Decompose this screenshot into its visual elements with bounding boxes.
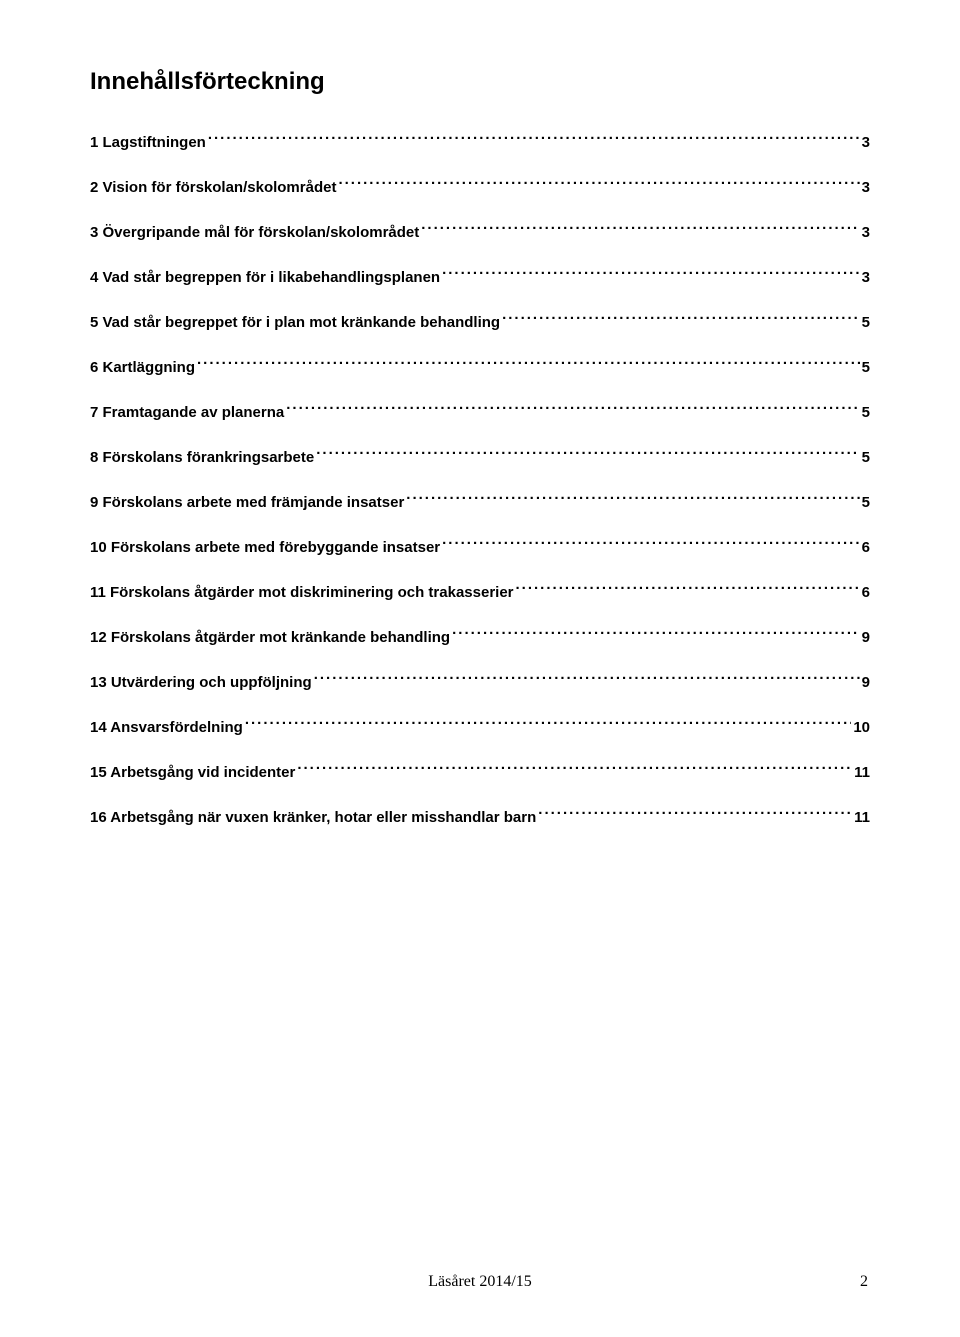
toc-entry: 14 Ansvarsfördelning 10 <box>90 715 870 739</box>
toc-leader <box>316 445 859 462</box>
toc-entry: 2 Vision för förskolan/skolområdet 3 <box>90 175 870 199</box>
toc-entry: 15 Arbetsgång vid incidenter 11 <box>90 760 870 784</box>
toc-entry: 4 Vad står begreppen för i likabehandlin… <box>90 265 870 289</box>
toc-page: 9 <box>862 672 870 695</box>
toc-entry: 11 Förskolans åtgärder mot diskriminerin… <box>90 580 870 604</box>
toc-page: 11 <box>854 807 870 830</box>
toc-leader <box>197 355 860 372</box>
toc-label: 7 Framtagande av planerna <box>90 402 284 425</box>
toc-page: 6 <box>862 537 870 560</box>
footer-page-number: 2 <box>860 1273 868 1291</box>
toc-entry: 8 Förskolans förankringsarbete 5 <box>90 445 870 469</box>
toc-leader <box>442 265 860 282</box>
page-title: Innehållsförteckning <box>90 68 870 96</box>
toc-leader <box>516 580 860 597</box>
toc-leader <box>208 130 860 147</box>
footer-center-text: Läsåret 2014/15 <box>428 1273 532 1291</box>
toc-page: 10 <box>853 717 870 740</box>
toc-leader <box>538 805 852 822</box>
toc-leader <box>297 760 852 777</box>
toc-page: 3 <box>862 222 870 245</box>
toc-label: 3 Övergripande mål för förskolan/skolomr… <box>90 222 419 245</box>
toc-label: 15 Arbetsgång vid incidenter <box>90 762 295 785</box>
page-footer: Läsåret 2014/15 2 <box>0 1273 960 1291</box>
toc-label: 16 Arbetsgång när vuxen kränker, hotar e… <box>90 807 536 830</box>
toc-page: 5 <box>862 402 870 425</box>
toc-page: 3 <box>862 177 870 200</box>
toc-page: 3 <box>862 132 870 155</box>
toc-entry: 1 Lagstiftningen 3 <box>90 130 870 154</box>
toc-leader <box>245 715 851 732</box>
toc-page: 5 <box>862 492 870 515</box>
toc-label: 12 Förskolans åtgärder mot kränkande beh… <box>90 627 450 650</box>
toc-entry: 5 Vad står begreppet för i plan mot krän… <box>90 310 870 334</box>
toc-label: 8 Förskolans förankringsarbete <box>90 447 314 470</box>
toc-entry: 7 Framtagande av planerna 5 <box>90 400 870 424</box>
toc-label: 9 Förskolans arbete med främjande insats… <box>90 492 404 515</box>
toc-leader <box>442 535 860 552</box>
toc-entry: 10 Förskolans arbete med förebyggande in… <box>90 535 870 559</box>
toc-label: 2 Vision för förskolan/skolområdet <box>90 177 336 200</box>
toc-page: 5 <box>862 312 870 335</box>
toc-label: 1 Lagstiftningen <box>90 132 206 155</box>
toc-entry: 3 Övergripande mål för förskolan/skolomr… <box>90 220 870 244</box>
toc-page: 9 <box>862 627 870 650</box>
toc-label: 14 Ansvarsfördelning <box>90 717 243 740</box>
toc-label: 6 Kartläggning <box>90 357 195 380</box>
toc-entry: 12 Förskolans åtgärder mot kränkande beh… <box>90 625 870 649</box>
toc-label: 10 Förskolans arbete med förebyggande in… <box>90 537 440 560</box>
toc-entry: 13 Utvärdering och uppföljning 9 <box>90 670 870 694</box>
toc-page: 3 <box>862 267 870 290</box>
toc-label: 11 Förskolans åtgärder mot diskriminerin… <box>90 582 514 605</box>
toc-page: 11 <box>854 762 870 785</box>
toc-entry: 6 Kartläggning 5 <box>90 355 870 379</box>
toc-leader <box>338 175 859 192</box>
toc-page: 6 <box>862 582 870 605</box>
toc-page: 5 <box>862 357 870 380</box>
toc-entry: 9 Förskolans arbete med främjande insats… <box>90 490 870 514</box>
toc-label: 13 Utvärdering och uppföljning <box>90 672 312 695</box>
toc-entry: 16 Arbetsgång när vuxen kränker, hotar e… <box>90 805 870 829</box>
toc-list: 1 Lagstiftningen 3 2 Vision för förskola… <box>90 130 870 829</box>
toc-leader <box>406 490 859 507</box>
toc-label: 4 Vad står begreppen för i likabehandlin… <box>90 267 440 290</box>
toc-leader <box>452 625 860 642</box>
toc-label: 5 Vad står begreppet för i plan mot krän… <box>90 312 500 335</box>
toc-leader <box>502 310 860 327</box>
toc-leader <box>421 220 859 237</box>
toc-page: 5 <box>862 447 870 470</box>
toc-leader <box>286 400 859 417</box>
toc-leader <box>314 670 860 687</box>
